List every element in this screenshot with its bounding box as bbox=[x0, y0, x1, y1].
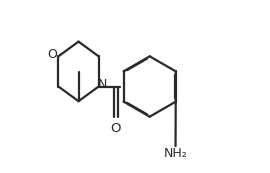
Text: NH₂: NH₂ bbox=[164, 147, 187, 160]
Text: O: O bbox=[47, 48, 57, 61]
Text: N: N bbox=[98, 78, 107, 92]
Text: O: O bbox=[110, 122, 121, 135]
